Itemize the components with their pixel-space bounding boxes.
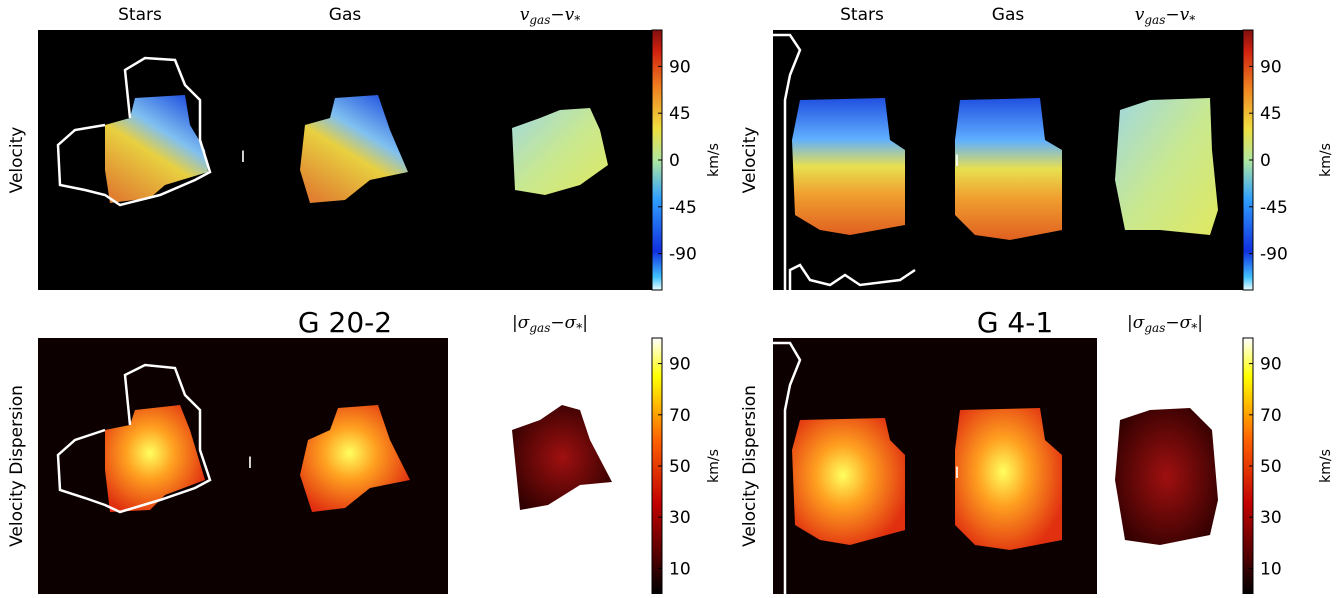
column-title: vgas−v* [1135,5,1195,27]
scale-bar: I [241,147,246,166]
galaxy-name: G 4-1 [977,306,1053,339]
colorbar-tick-label: 10 [669,559,691,579]
colorbar-label: km/s [706,449,722,483]
title-part: v [520,5,530,25]
colorbar-tick-label: 30 [669,508,691,528]
title-part: v [1135,5,1145,25]
column-title: vgas−v* [520,5,580,27]
colorbar-tick-label: 90 [1260,355,1282,375]
title-part: * [574,13,580,27]
title-part: |σ [1127,313,1145,333]
scale-bar: I [955,463,960,482]
colorbar-tick-label: 45 [669,104,691,124]
title-part: gas [529,321,550,335]
title-part: −v [1165,5,1189,25]
row-label: Velocity Dispersion [7,385,27,547]
map [792,418,905,545]
title-part: gas [1144,321,1165,335]
scale-bar: I [955,151,960,170]
colorbar-tick-label: -90 [1260,245,1288,265]
colorbar-label: km/s [1318,143,1334,177]
colorbar-tick-label: 70 [669,406,691,426]
colorbar-tick-label: 90 [1260,57,1282,77]
row-label: Velocity Dispersion [740,385,760,547]
colorbar-tick-label: -90 [669,245,697,265]
colorbar-label: km/s [1318,449,1334,483]
colorbar-label: km/s [706,143,722,177]
title-part: * [1189,13,1195,27]
column-title: Stars [840,5,884,25]
column-title: Gas [992,5,1025,25]
colorbar-tick-label: -45 [1260,198,1288,218]
colorbar-tick-label: 10 [1260,559,1282,579]
map [1115,408,1218,545]
colorbar-tick-label: 0 [1260,151,1271,171]
colorbar-tick-label: 45 [1260,104,1282,124]
map [1115,98,1218,235]
column-title: |σgas−σ*| [512,313,588,335]
column-title: Gas [329,5,362,25]
colorbar-tick-label: 50 [669,457,691,477]
galaxy-name: G 20-2 [298,306,392,339]
title-part: |σ [512,313,530,333]
scale-bar: I [248,453,253,472]
title-part: | [582,313,588,333]
title-part: gas [529,13,550,27]
title-part: | [1197,313,1203,333]
row-label: Velocity [740,127,760,194]
colorbar-tick-label: 70 [1260,406,1282,426]
colorbar-tick-label: 90 [669,57,691,77]
title-part: −σ [550,313,576,333]
column-title: Stars [118,5,162,25]
colorbar-tick-label: 0 [669,151,680,171]
title-part: gas [1144,13,1165,27]
colorbar-tick-label: -45 [669,198,697,218]
column-title: |σgas−σ*| [1127,313,1203,335]
colorbar-tick-label: 50 [1260,457,1282,477]
row-label: Velocity [7,127,27,194]
title-part: −σ [1165,313,1191,333]
colorbar-tick-label: 90 [669,355,691,375]
colorbar-tick-label: 30 [1260,508,1282,528]
title-part: −v [550,5,574,25]
figure: I I I I StarsGasvgas−v*|σgas−σ*|G 20-2Ve… [0,0,1343,594]
